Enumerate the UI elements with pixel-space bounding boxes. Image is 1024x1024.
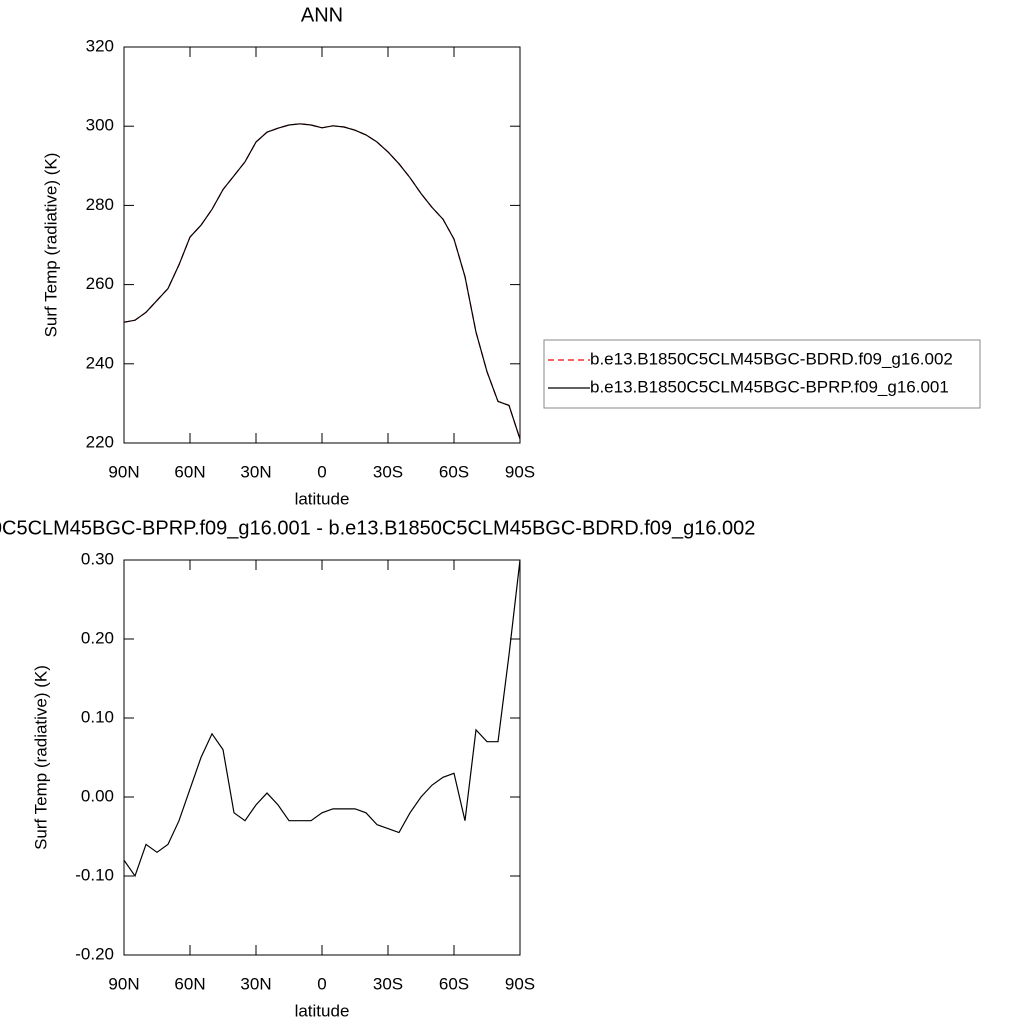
plot-frame: [123, 46, 521, 444]
x-tick-label: 90S: [505, 462, 535, 481]
legend-box: [543, 339, 981, 409]
x-tick-label: 0: [317, 462, 326, 481]
y-tick-label: 0.00: [81, 786, 114, 805]
y-tick-label: 320: [86, 36, 114, 55]
x-tick-label: 30N: [240, 462, 271, 481]
y-tick-label: 0.20: [81, 628, 114, 647]
x-tick-label: 60N: [174, 974, 205, 993]
y-tick-label: 0.10: [81, 707, 114, 726]
x-tick-label: 90S: [505, 974, 535, 993]
x-tick-label: 30N: [240, 974, 271, 993]
x-axis-label: latitude: [295, 1001, 350, 1020]
y-tick-label: 240: [86, 353, 114, 372]
x-tick-label: 90N: [108, 974, 139, 993]
y-axis-label: Surf Temp (radiative) (K): [31, 665, 50, 850]
x-tick-label: 60S: [439, 974, 469, 993]
y-tick-label: -0.10: [75, 865, 114, 884]
y-tick-label: 0.30: [81, 549, 114, 568]
chart-title: b.e13.B1850C5CLM45BGC-BPRP.f09_g16.001 -…: [0, 517, 755, 539]
y-tick-label: 220: [86, 432, 114, 451]
x-tick-label: 60S: [439, 462, 469, 481]
x-tick-label: 30S: [373, 974, 403, 993]
series-line: [123, 123, 521, 440]
x-tick-label: 30S: [373, 462, 403, 481]
series-line: [123, 123, 521, 440]
y-tick-label: 300: [86, 116, 114, 135]
y-axis-label: Surf Temp (radiative) (K): [41, 153, 60, 338]
x-tick-label: 90N: [108, 462, 139, 481]
legend-label: b.e13.B1850C5CLM45BGC-BPRP.f09_g16.001: [590, 377, 949, 396]
y-tick-label: 280: [86, 195, 114, 214]
x-tick-label: 60N: [174, 462, 205, 481]
legend-label: b.e13.B1850C5CLM45BGC-BDRD.f09_g16.002: [590, 349, 953, 368]
series-line: [123, 559, 521, 878]
x-tick-label: 0: [317, 974, 326, 993]
chart-title: ANN: [301, 4, 343, 26]
y-tick-label: 260: [86, 274, 114, 293]
x-axis-label: latitude: [295, 489, 350, 508]
y-tick-label: -0.20: [75, 944, 114, 963]
plot-frame: [123, 559, 521, 956]
